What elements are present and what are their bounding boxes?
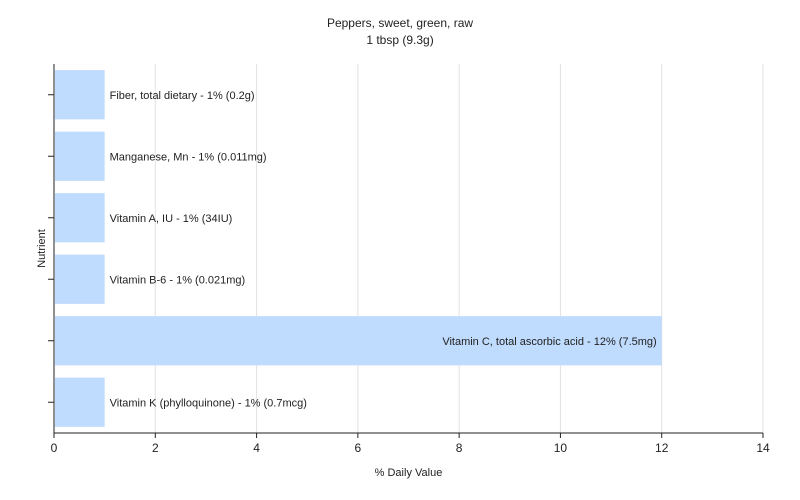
- x-tick-label-10: 10: [554, 441, 568, 455]
- bar-1: [55, 131, 105, 181]
- x-tick-label-6: 6: [355, 441, 362, 455]
- x-tick-label-14: 14: [756, 441, 770, 455]
- y-axis-title: Nutrient: [36, 229, 48, 268]
- bar-2: [55, 193, 105, 243]
- chart-title: Peppers, sweet, green, raw: [326, 16, 474, 30]
- x-tick-label-12: 12: [655, 441, 669, 455]
- x-tick-label-8: 8: [456, 441, 463, 455]
- x-tick-label-2: 2: [152, 441, 159, 455]
- bar-label-5: Vitamin K (phylloquinone) - 1% (0.7mcg): [110, 397, 307, 409]
- bar-label-0: Fiber, total dietary - 1% (0.2g): [110, 90, 255, 102]
- chart-subtitle: 1 tbsp (9.3g): [366, 33, 434, 47]
- bar-4: [55, 316, 662, 366]
- bar-3: [55, 254, 105, 304]
- bar-label-1: Manganese, Mn - 1% (0.011mg): [110, 151, 267, 163]
- x-axis-title: % Daily Value: [375, 467, 443, 479]
- bar-label-4: Vitamin C, total ascorbic acid - 12% (7.…: [442, 336, 656, 348]
- bar-label-2: Vitamin A, IU - 1% (34IU): [110, 213, 233, 225]
- x-tick-label-4: 4: [253, 441, 260, 455]
- bar-0: [55, 70, 105, 120]
- bar-label-3: Vitamin B-6 - 1% (0.021mg): [110, 274, 246, 286]
- x-tick-label-0: 0: [51, 441, 58, 455]
- bar-5: [55, 377, 105, 427]
